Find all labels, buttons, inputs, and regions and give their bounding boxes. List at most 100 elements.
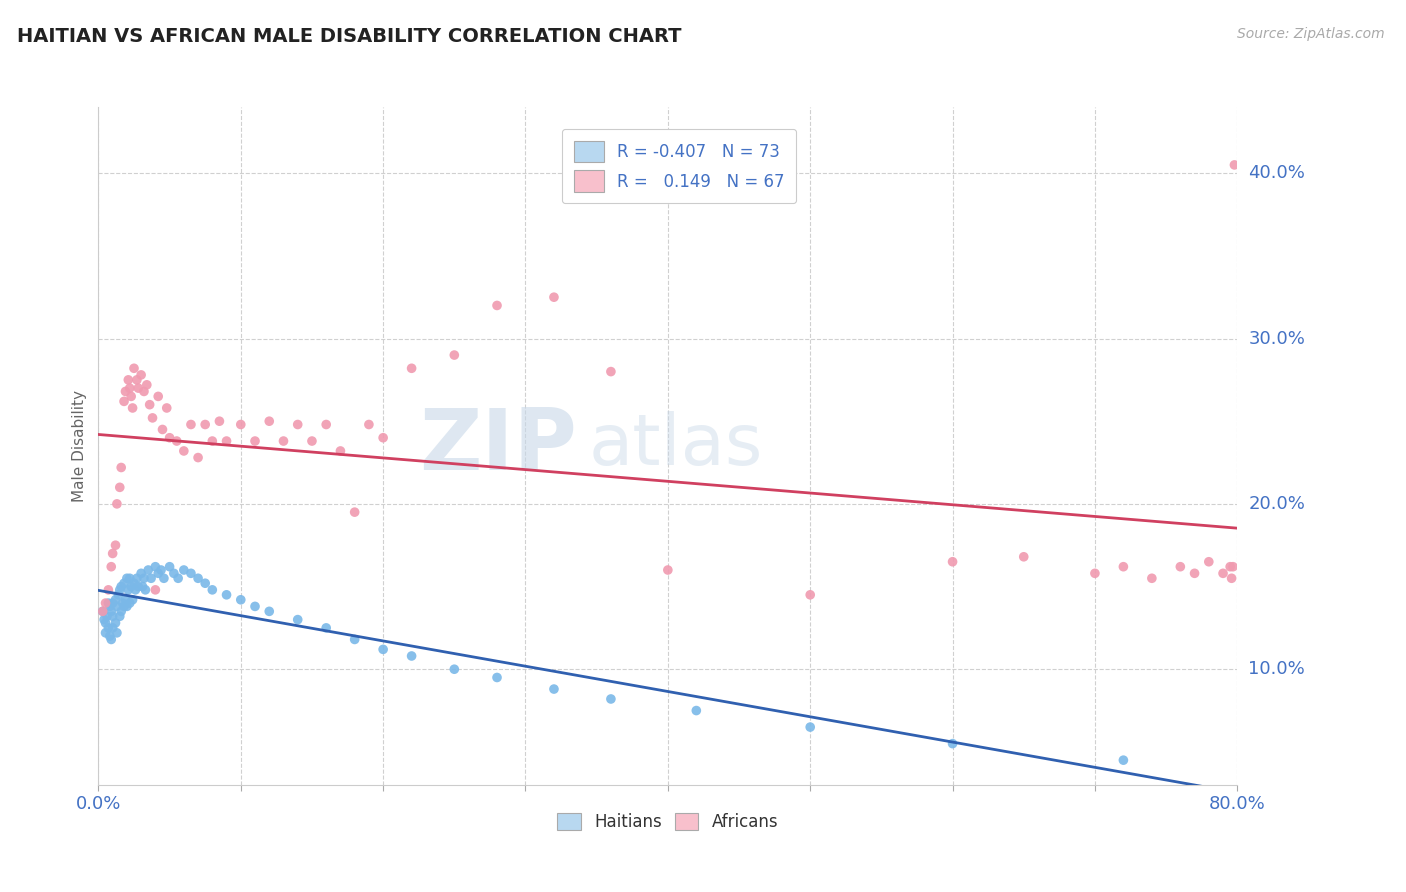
Point <box>129 368 152 382</box>
Point <box>1184 566 1206 581</box>
Point <box>357 417 380 432</box>
Point <box>94 615 117 630</box>
Text: 30.0%: 30.0% <box>1249 329 1305 348</box>
Point <box>150 563 173 577</box>
Point <box>114 384 136 399</box>
Point <box>94 625 117 640</box>
Point <box>942 737 965 751</box>
Point <box>215 434 238 448</box>
Point <box>145 559 167 574</box>
Point <box>166 434 188 448</box>
Point <box>125 571 148 585</box>
Y-axis label: Male Disability: Male Disability <box>72 390 87 502</box>
Point <box>145 582 167 597</box>
Point <box>1219 559 1241 574</box>
Point <box>600 365 623 379</box>
Text: 10.0%: 10.0% <box>1249 660 1305 678</box>
Point <box>194 417 217 432</box>
Point <box>98 599 121 614</box>
Point <box>201 434 224 448</box>
Point <box>108 480 131 494</box>
Point <box>229 417 252 432</box>
Point <box>287 417 309 432</box>
Point <box>101 596 124 610</box>
Text: HAITIAN VS AFRICAN MALE DISABILITY CORRELATION CHART: HAITIAN VS AFRICAN MALE DISABILITY CORRE… <box>17 27 682 45</box>
Point <box>315 417 337 432</box>
Point <box>101 621 124 635</box>
Point <box>208 414 231 428</box>
Text: 20.0%: 20.0% <box>1249 495 1305 513</box>
Point <box>97 582 120 597</box>
Point <box>105 497 128 511</box>
Point <box>108 582 131 597</box>
Point <box>180 417 202 432</box>
Point <box>91 604 114 618</box>
Point <box>187 571 209 585</box>
Point <box>443 348 465 362</box>
Point <box>94 596 117 610</box>
Point <box>101 546 124 560</box>
Point <box>112 576 135 591</box>
Text: 40.0%: 40.0% <box>1249 164 1305 182</box>
Point <box>799 720 821 734</box>
Point <box>343 505 366 519</box>
Point <box>229 592 252 607</box>
Point <box>1170 559 1192 574</box>
Point <box>93 613 115 627</box>
Point <box>401 361 423 376</box>
Point <box>111 596 134 610</box>
Point <box>1112 753 1135 767</box>
Point <box>108 609 131 624</box>
Point <box>135 377 157 392</box>
Point <box>194 576 217 591</box>
Point <box>107 588 129 602</box>
Point <box>167 571 190 585</box>
Point <box>110 580 132 594</box>
Point <box>1112 559 1135 574</box>
Point <box>117 582 139 597</box>
Point <box>100 632 122 647</box>
Point <box>139 571 162 585</box>
Point <box>118 571 141 585</box>
Point <box>1220 571 1243 585</box>
Point <box>127 580 149 594</box>
Point <box>132 571 155 585</box>
Text: Source: ZipAtlas.com: Source: ZipAtlas.com <box>1237 27 1385 41</box>
Point <box>343 632 366 647</box>
Point <box>100 559 122 574</box>
Point <box>443 662 465 676</box>
Point <box>1084 566 1107 581</box>
Point <box>657 563 679 577</box>
Point <box>105 599 128 614</box>
Point <box>201 582 224 597</box>
Point <box>1140 571 1163 585</box>
Point <box>543 681 565 696</box>
Point <box>122 576 145 591</box>
Point <box>401 648 423 663</box>
Point <box>373 642 395 657</box>
Point <box>112 599 135 614</box>
Point <box>97 621 120 635</box>
Point <box>121 401 143 415</box>
Point <box>104 592 127 607</box>
Point <box>141 410 163 425</box>
Point <box>96 609 118 624</box>
Point <box>127 381 149 395</box>
Point <box>98 629 121 643</box>
Point <box>131 580 153 594</box>
Point <box>115 571 138 585</box>
Point <box>315 621 337 635</box>
Point <box>148 566 170 581</box>
Point <box>273 434 295 448</box>
Point <box>243 434 266 448</box>
Point <box>105 625 128 640</box>
Point <box>120 580 142 594</box>
Point <box>110 604 132 618</box>
Point <box>115 599 138 614</box>
Point <box>100 604 122 618</box>
Point <box>101 609 124 624</box>
Point <box>136 563 159 577</box>
Point <box>159 431 181 445</box>
Point <box>373 431 395 445</box>
Point <box>104 538 127 552</box>
